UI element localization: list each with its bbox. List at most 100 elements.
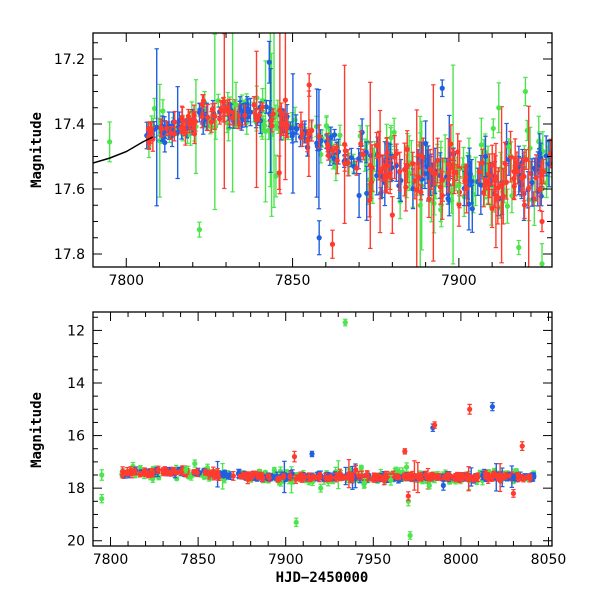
- top-panel-ticks: 7800 7850 7900 17.2 17.4 17.6 17.8: [54, 33, 552, 289]
- red-data-point: [481, 177, 487, 208]
- x-tick-label: 7850: [180, 552, 216, 568]
- red-data-point: [182, 119, 189, 146]
- y-tick-label: 20: [67, 534, 85, 550]
- red-data-point: [439, 171, 445, 220]
- red-data-point: [408, 471, 414, 477]
- red-data-point: [335, 473, 341, 480]
- red-data-point: [329, 229, 336, 259]
- red-data-point: [404, 472, 410, 481]
- y-tick-label: 17.8: [54, 247, 85, 263]
- red-data-point: [417, 141, 423, 170]
- blue-data-point: [440, 480, 446, 491]
- red-data-point: [523, 149, 529, 170]
- red-data-point: [160, 470, 167, 477]
- bottom-panel-frame: [92, 311, 553, 547]
- green-data-point: [273, 154, 279, 198]
- red-data-point: [360, 148, 366, 161]
- red-data-point: [150, 468, 156, 477]
- blue-data-point: [510, 474, 517, 482]
- red-data-point: [334, 147, 340, 175]
- top-panel-ylabel: Magnitude: [29, 112, 45, 188]
- red-data-point: [120, 466, 126, 477]
- red-data-point: [393, 143, 400, 164]
- red-data-point: [306, 472, 312, 482]
- red-data-point: [497, 477, 503, 483]
- red-data-point: [445, 472, 451, 481]
- red-data-point: [301, 473, 308, 482]
- red-data-point: [129, 468, 135, 479]
- red-data-point: [202, 468, 208, 476]
- red-data-point: [236, 119, 242, 130]
- green-data-point: [522, 76, 528, 107]
- red-data-point: [520, 475, 527, 483]
- green-data-point: [504, 188, 511, 224]
- blue-data-point: [331, 128, 338, 141]
- red-data-point: [366, 183, 373, 218]
- blue-data-point: [423, 120, 429, 167]
- red-data-point: [186, 111, 193, 130]
- red-data-point: [526, 105, 532, 267]
- red-data-point: [353, 464, 359, 475]
- red-data-point: [276, 475, 283, 482]
- red-data-point: [145, 471, 151, 479]
- red-data-point: [515, 472, 521, 483]
- blue-data-point: [351, 158, 357, 175]
- red-data-point: [495, 167, 501, 209]
- green-data-point: [407, 531, 413, 540]
- x-tick-label: 8050: [531, 552, 567, 568]
- x-tick-label: 7850: [275, 273, 311, 289]
- red-data-point: [253, 50, 260, 189]
- blue-data-point: [543, 135, 549, 177]
- y-tick-label: 16: [67, 429, 85, 445]
- red-data-point: [427, 148, 433, 190]
- green-data-point: [516, 239, 522, 256]
- red-data-point: [476, 161, 482, 183]
- red-data-point: [491, 470, 497, 476]
- red-data-point: [418, 184, 424, 201]
- red-data-point: [539, 159, 545, 191]
- red-data-point: [475, 472, 481, 483]
- y-tick-label: 17.4: [54, 117, 85, 133]
- red-data-point: [389, 196, 395, 234]
- blue-data-point: [247, 97, 254, 127]
- red-data-point: [519, 164, 525, 193]
- green-data-point: [539, 243, 545, 267]
- red-data-point: [244, 472, 250, 481]
- y-tick-label: 17.6: [54, 182, 85, 198]
- bottom-panel-full: 7800 7850 7900 7950 8000 8050 12 14 16 18 20 Magni…: [29, 311, 567, 586]
- red-data-point: [325, 138, 331, 157]
- red-data-point: [507, 130, 514, 183]
- red-data-point: [242, 105, 248, 126]
- blue-data-point: [356, 172, 362, 219]
- green-data-point: [262, 60, 269, 203]
- red-data-point: [358, 130, 364, 157]
- top-panel-frame: [92, 32, 553, 268]
- x-tick-label: 7950: [355, 552, 391, 568]
- green-data-point: [318, 483, 324, 493]
- blue-data-point: [221, 473, 227, 479]
- red-data-point: [158, 121, 165, 138]
- red-data-point: [208, 111, 215, 133]
- red-data-point: [404, 147, 411, 184]
- red-data-point: [450, 148, 456, 187]
- red-data-point: [237, 473, 243, 479]
- red-data-point: [405, 491, 411, 501]
- red-data-point: [462, 174, 469, 191]
- green-data-point: [496, 82, 502, 134]
- red-data-point: [486, 153, 493, 199]
- green-data-point: [342, 318, 348, 327]
- red-data-point: [304, 128, 311, 153]
- red-data-point: [382, 163, 388, 193]
- green-data-point: [192, 459, 198, 468]
- red-data-point: [155, 465, 161, 475]
- blue-data-point: [467, 160, 473, 188]
- red-data-point: [278, 102, 284, 126]
- green-data-point: [99, 469, 105, 481]
- red-data-point: [164, 120, 170, 137]
- red-data-point: [215, 467, 221, 477]
- x-tick-label: 7800: [108, 273, 144, 289]
- red-data-point: [316, 473, 323, 483]
- top-panel-model-curve: [93, 136, 154, 164]
- blue-data-point: [363, 141, 369, 164]
- red-data-point: [218, 100, 224, 119]
